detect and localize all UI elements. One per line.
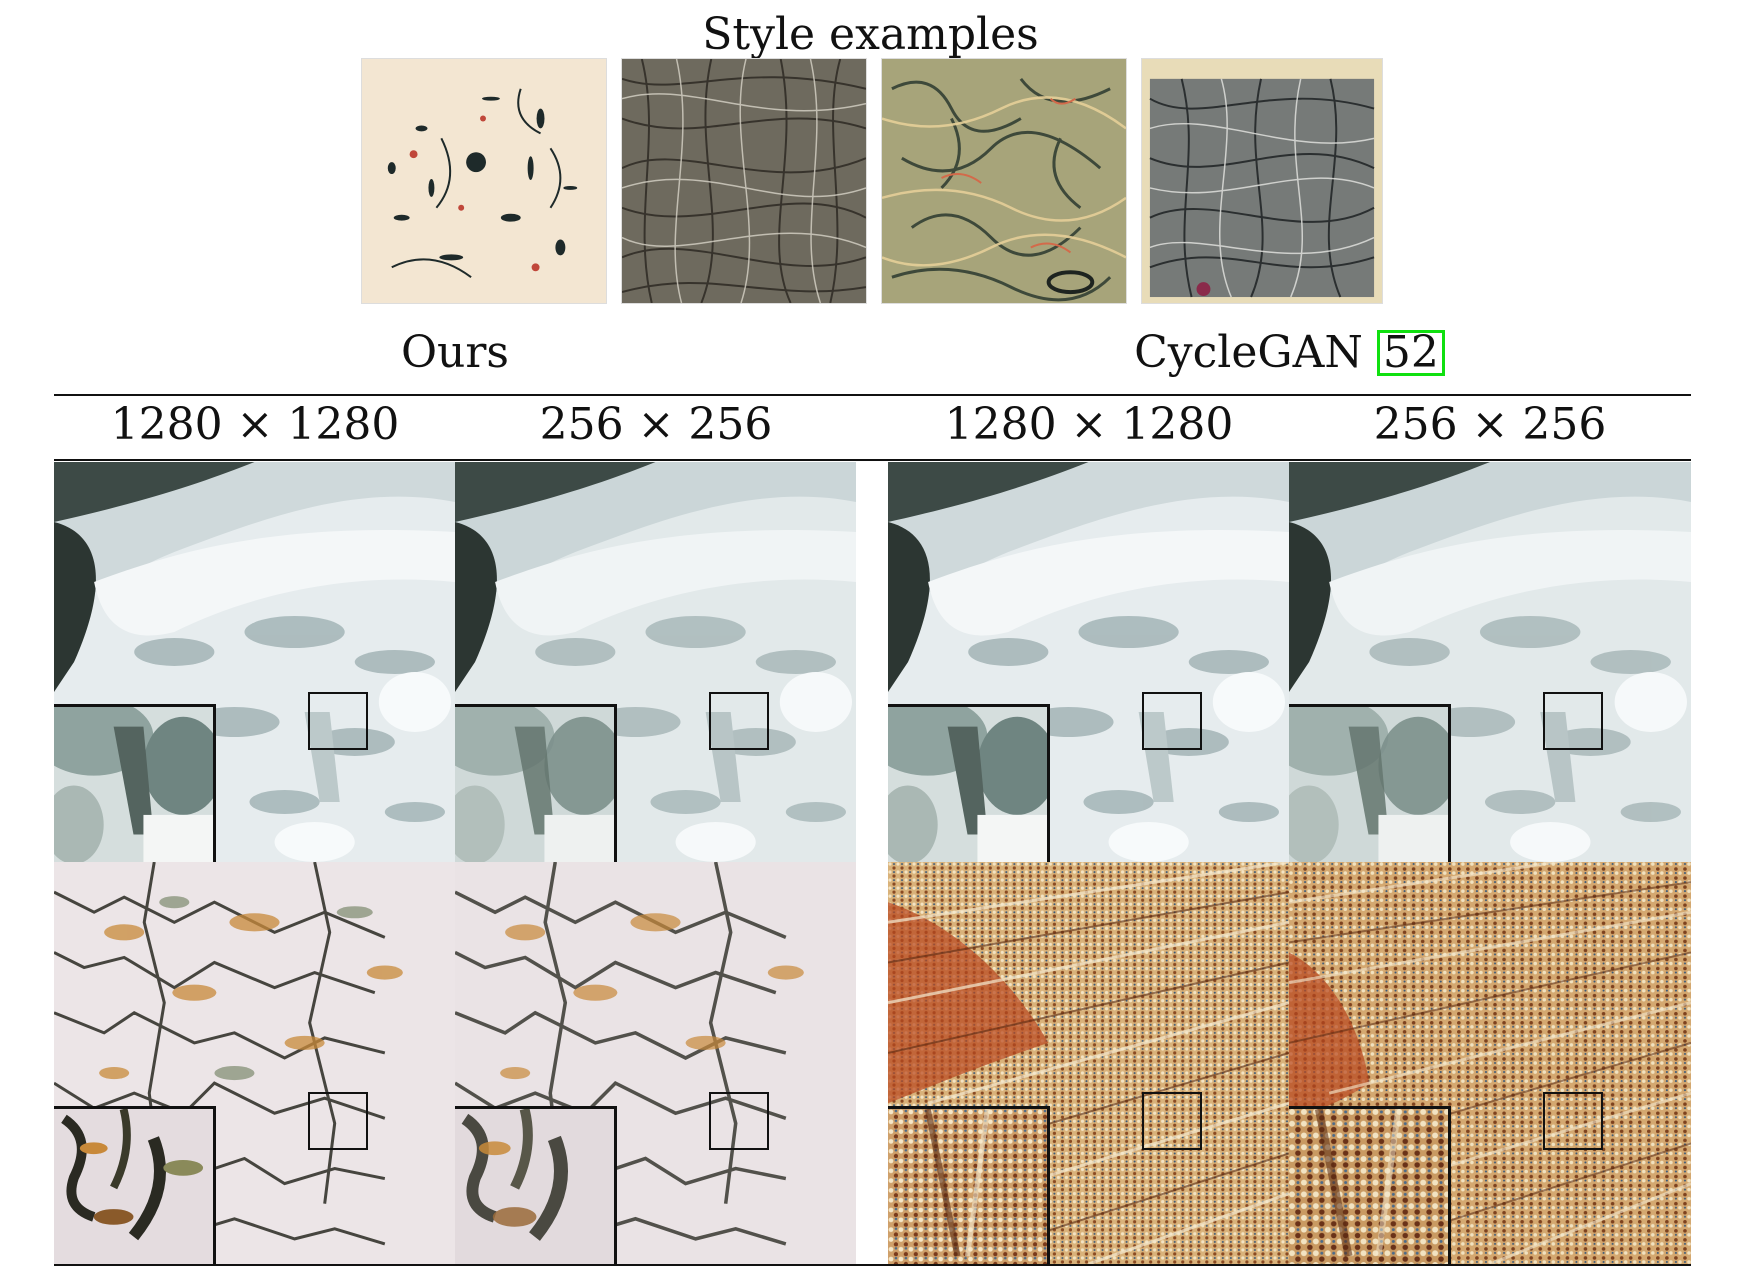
zoom-region-box: [1543, 692, 1603, 750]
bottom-rule: [54, 1264, 1691, 1266]
zoom-inset: [1289, 1106, 1451, 1264]
zoom-inset: [888, 704, 1050, 862]
citation-link[interactable]: 52: [1376, 330, 1445, 376]
snow-ours-1280: [54, 462, 455, 862]
style-example-1: [361, 58, 607, 304]
zoom-inset: [888, 1106, 1050, 1264]
style-examples-title: Style examples: [702, 9, 1039, 60]
zoom-region-box: [308, 692, 368, 750]
stylized-cyclegan-1280: [888, 862, 1289, 1264]
zoom-inset: [54, 1106, 216, 1264]
zoom-region-box: [709, 692, 769, 750]
method-name-ours: Ours: [400, 327, 510, 378]
res-label-ours-1280: 1280 × 1280: [110, 399, 400, 450]
zoom-region-box: [709, 1092, 769, 1150]
res-label-ours-256: 256 × 256: [539, 399, 773, 450]
snow-ours-256: [455, 462, 856, 862]
snow-cyclegan-1280: [888, 462, 1289, 862]
method-header-ours: Ours: [54, 326, 856, 380]
zoom-inset: [455, 1106, 617, 1264]
stylized-cyclegan-256: [1289, 862, 1691, 1264]
style-example-4: [1141, 58, 1383, 304]
zoom-region-box: [1142, 1092, 1202, 1150]
top-rule: [54, 394, 1691, 396]
stylized-ours-256: [455, 862, 856, 1264]
snow-cyclegan-256: [1289, 462, 1691, 862]
stylized-ours-1280: [54, 862, 455, 1264]
style-example-2: [621, 58, 867, 304]
res-label-cyclegan-1280: 1280 × 1280: [944, 399, 1234, 450]
zoom-region-box: [308, 1092, 368, 1150]
zoom-region-box: [1142, 692, 1202, 750]
method-name-cyclegan: CycleGAN: [1134, 327, 1363, 378]
zoom-inset: [54, 704, 216, 862]
zoom-region-box: [1543, 1092, 1603, 1150]
res-label-cyclegan-256: 256 × 256: [1373, 399, 1607, 450]
style-example-3: [881, 58, 1127, 304]
method-header-cyclegan: CycleGAN 52: [888, 326, 1691, 380]
zoom-inset: [1289, 704, 1451, 862]
mid-rule: [54, 459, 1691, 461]
zoom-inset: [455, 704, 617, 862]
